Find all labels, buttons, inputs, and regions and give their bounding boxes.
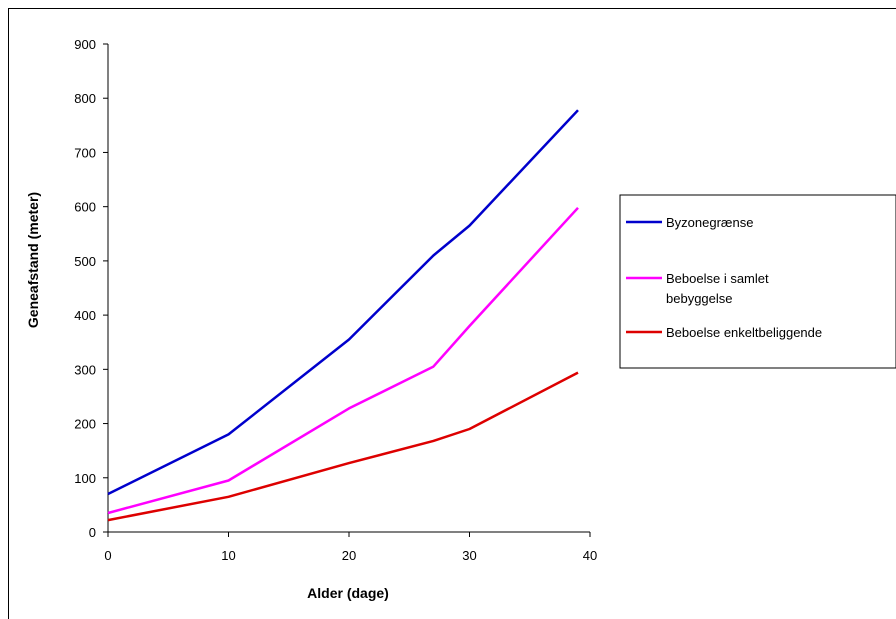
y-tick-label: 900 (74, 37, 96, 52)
y-tick-label: 400 (74, 308, 96, 323)
y-tick-labels: 0 100 200 300 400 500 600 700 800 900 (74, 37, 96, 540)
legend-label-2: Beboelse i samlet (666, 271, 769, 286)
series-line-2 (107, 206, 579, 515)
x-tick-label: 0 (104, 548, 111, 563)
x-axis-title: Alder (dage) (307, 585, 389, 601)
y-tick-label: 100 (74, 471, 96, 486)
x-tick-label: 30 (462, 548, 476, 563)
legend-box (619, 194, 896, 369)
y-tick-label: 800 (74, 91, 96, 106)
legend-label-2: bebyggelse (666, 291, 733, 306)
y-tick-label: 600 (74, 200, 96, 215)
y-tick-label: 500 (74, 254, 96, 269)
y-tick-label: 300 (74, 362, 96, 377)
legend-label-1: Byzonegrænse (666, 215, 753, 230)
x-tick-label: 40 (583, 548, 597, 563)
series-lines (107, 109, 579, 522)
axes (103, 43, 591, 537)
y-tick-label: 0 (89, 525, 96, 540)
x-tick-label: 10 (221, 548, 235, 563)
x-tick-label: 20 (342, 548, 356, 563)
chart-frame (8, 8, 896, 619)
legend: Byzonegrænse Beboelse i samlet bebyggelse B… (619, 194, 896, 369)
y-tick-label: 200 (74, 417, 96, 432)
y-axis-title: Geneafstand (meter) (25, 192, 41, 328)
series-line-1 (107, 109, 579, 496)
y-tick-label: 700 (74, 145, 96, 160)
legend-label-3: Beboelse enkeltbeliggende (666, 325, 822, 340)
series-line-3 (107, 371, 579, 522)
x-tick-labels: 0 10 20 30 40 (104, 548, 597, 563)
